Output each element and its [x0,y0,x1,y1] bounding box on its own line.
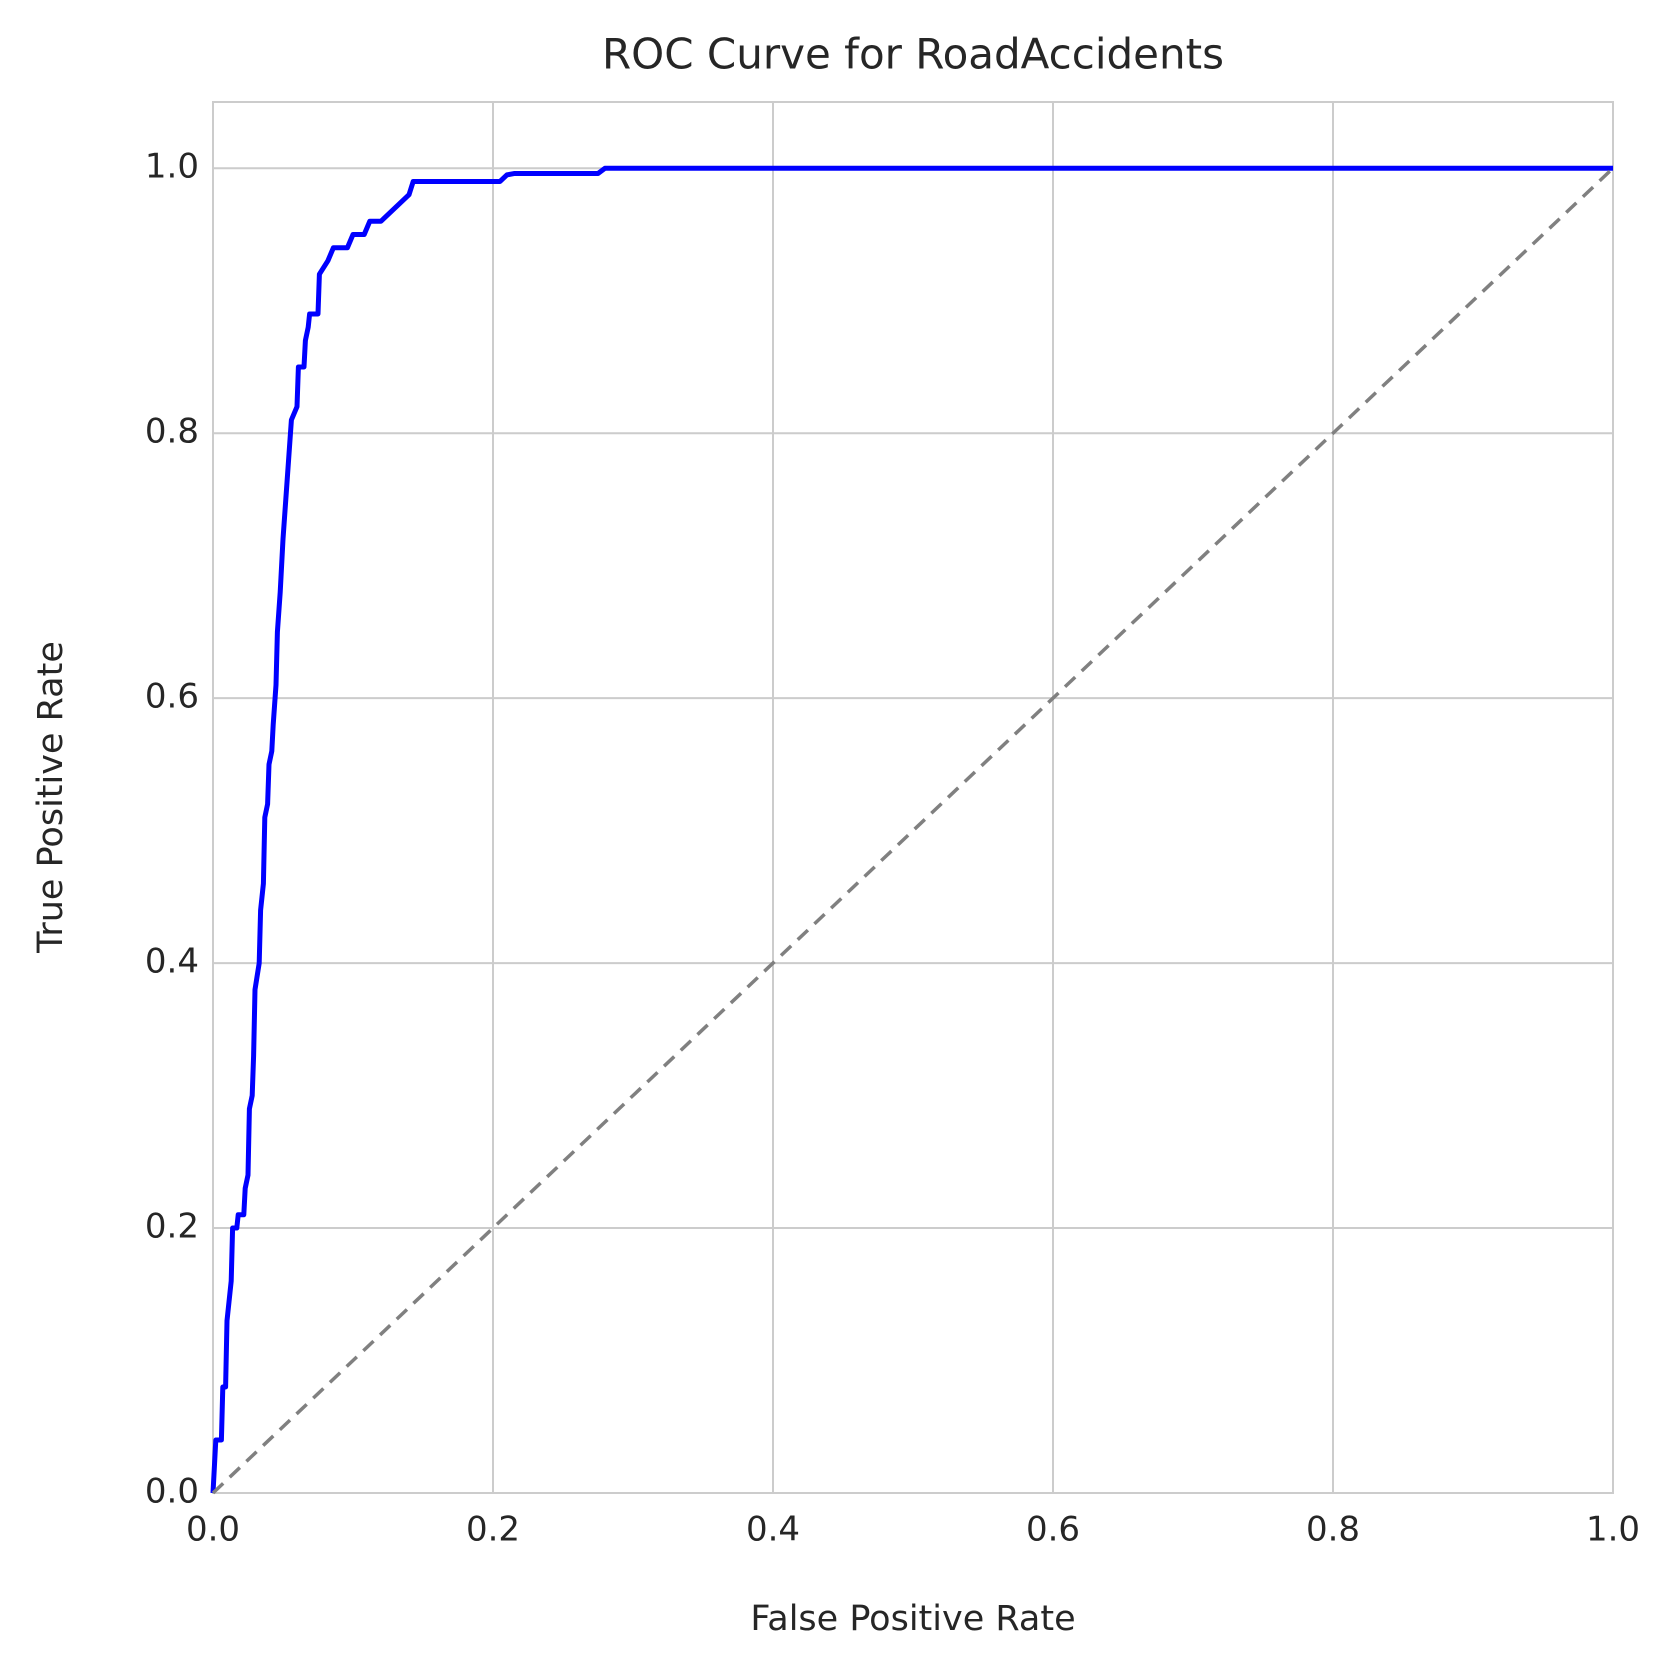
y-tick-label: 0.2 [145,1207,199,1247]
line-series [210,165,1613,1494]
x-tick-label: 1.0 [1586,1510,1640,1550]
x-tick-label: 0.2 [466,1510,520,1550]
x-tick-label: 0.8 [1306,1510,1360,1550]
x-tick-label: 0.0 [186,1510,240,1550]
y-axis-label: True Positive Rate [31,641,71,954]
x-axis-label: False Positive Rate [750,1599,1075,1639]
x-tick-label: 0.4 [746,1510,800,1550]
y-tick-label: 0.6 [145,677,199,717]
y-tick-label: 0.4 [145,942,199,982]
x-tick-label: 0.6 [1026,1510,1080,1550]
y-tick-label: 1.0 [145,147,199,187]
y-tick-label: 0.0 [145,1472,199,1512]
line-series [211,166,1615,1495]
y-tick-label: 0.8 [145,412,199,452]
chart-title: ROC Curve for RoadAccidents [602,30,1224,79]
plot-frame [212,101,1614,1494]
